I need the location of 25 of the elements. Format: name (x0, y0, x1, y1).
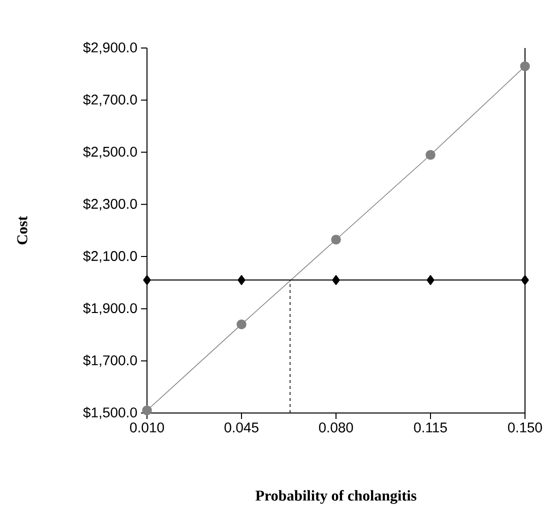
x-tick-label: 0.045 (224, 422, 258, 432)
y-tick-label: $2,700.0 (83, 94, 137, 106)
point (426, 150, 436, 160)
y-tick-label: $2,100.0 (83, 250, 137, 263)
y-tick-label: $2,500.0 (83, 146, 137, 158)
y-tick-label: $1,700.0 (83, 354, 137, 367)
y-tick-label: $2,900.0 (83, 42, 137, 54)
point (521, 274, 529, 285)
point (331, 234, 341, 244)
point (520, 61, 530, 72)
point (143, 274, 151, 285)
point (236, 319, 246, 330)
x-tick-label: 0.115 (414, 422, 447, 432)
point (238, 274, 246, 285)
x-tick-label: 0.010 (130, 422, 164, 432)
y-tick-label: $1,900.0 (83, 302, 137, 315)
point (332, 274, 340, 285)
x-tick-label: 0.080 (319, 422, 353, 432)
y-axis-title: Cost (17, 216, 28, 244)
point (142, 405, 152, 416)
y-tick-label: $1,500.0 (83, 406, 137, 419)
x-tick-label: 0.150 (508, 422, 542, 432)
x-axis-title: Probability of cholangitis (256, 490, 416, 504)
point (426, 274, 434, 285)
y-tick-label: $2,300.0 (83, 198, 137, 210)
